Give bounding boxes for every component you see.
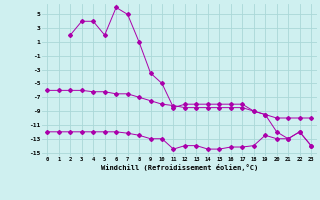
X-axis label: Windchill (Refroidissement éolien,°C): Windchill (Refroidissement éolien,°C): [100, 164, 258, 171]
